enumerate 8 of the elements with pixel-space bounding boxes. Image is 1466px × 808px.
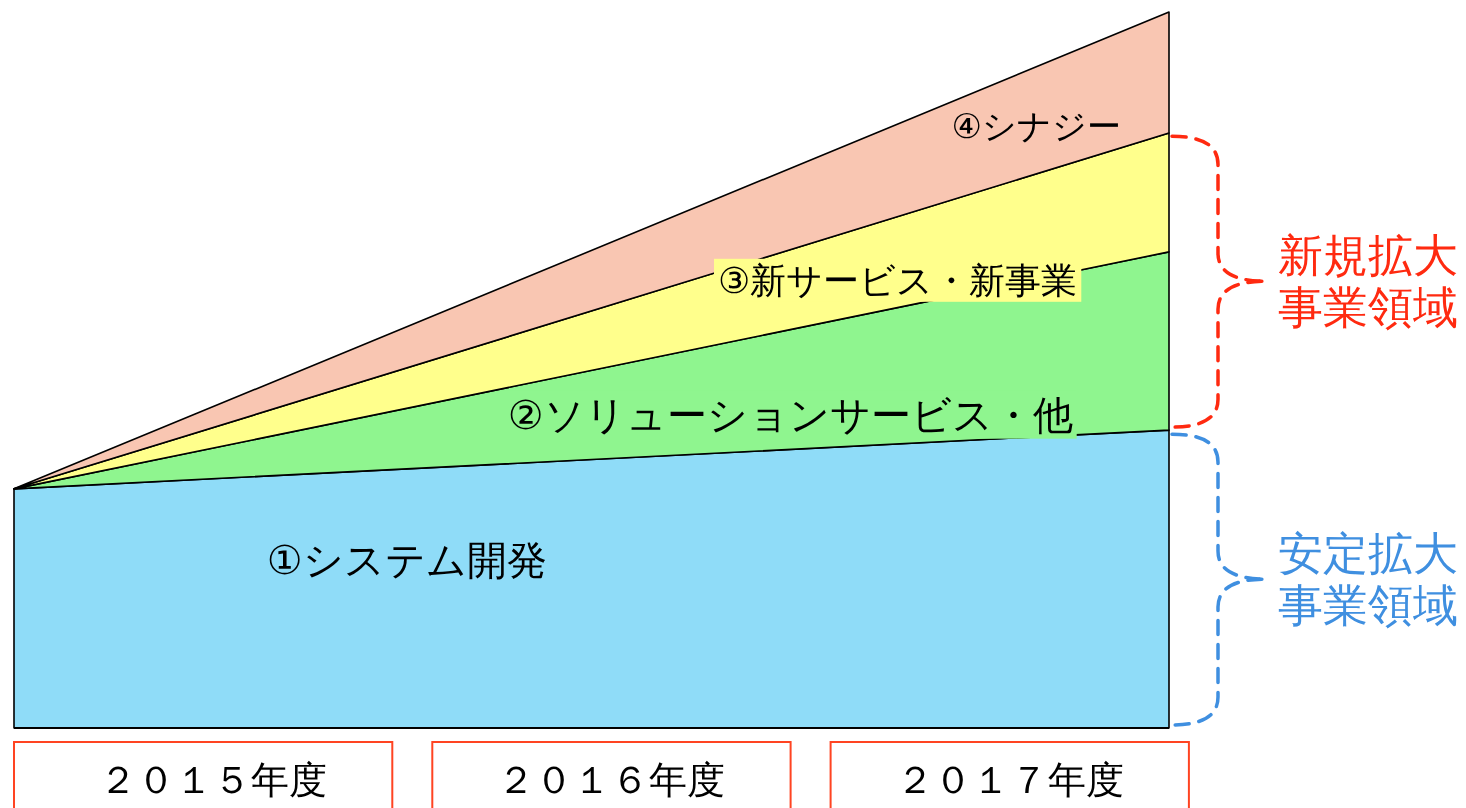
x-tick-label: ２０１５年度 — [99, 758, 328, 802]
x-tick-label: ２０１６年度 — [497, 758, 726, 802]
annotation: 安定拡大事業領域 — [1278, 526, 1458, 632]
series-label: ②ソリューションサービス・他 — [507, 391, 1073, 438]
series-label: ④シナジー — [951, 105, 1121, 146]
annotation: 新規拡大事業領域 — [1278, 228, 1458, 334]
series-label: ①システム開発 — [266, 536, 547, 583]
x-tick-label: ２０１７年度 — [895, 758, 1124, 802]
